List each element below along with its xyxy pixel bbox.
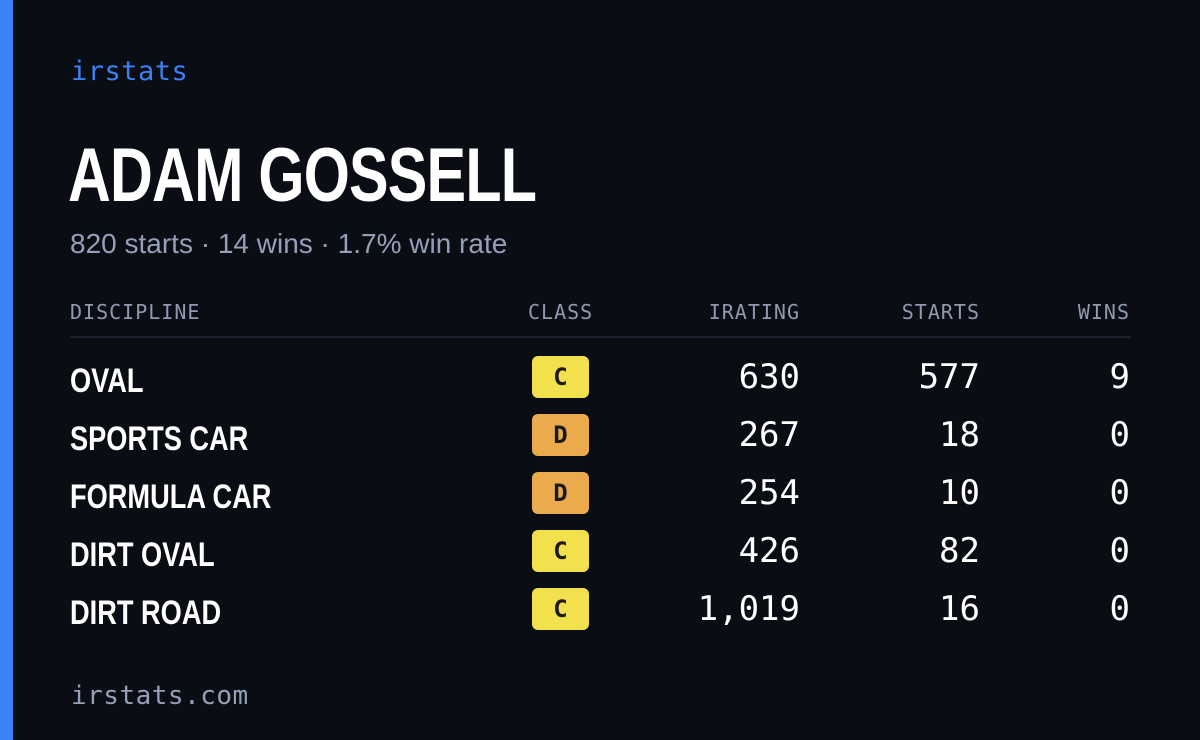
starts-value: 82 — [939, 531, 980, 571]
header-class: CLASS — [528, 300, 594, 324]
discipline-name: SPORTS CAR — [70, 420, 249, 458]
stats-table: DISCIPLINE CLASS IRATING STARTS WINS OVA… — [70, 298, 1131, 642]
wins-value: 0 — [1109, 531, 1130, 571]
starts-value: 10 — [939, 473, 980, 513]
class-badge: D — [532, 472, 589, 514]
table-row: DIRT OVAL C 426 82 0 — [70, 526, 1131, 584]
wins-value: 9 — [1109, 357, 1130, 397]
driver-name: ADAM GOSSELL — [68, 133, 537, 218]
discipline-name: DIRT OVAL — [70, 536, 215, 574]
starts-value: 577 — [918, 357, 980, 397]
table-row: DIRT ROAD C 1,019 16 0 — [70, 584, 1131, 642]
header-irating: IRATING — [708, 300, 800, 324]
starts-value: 16 — [939, 589, 980, 629]
wins-value: 0 — [1109, 415, 1130, 455]
driver-summary: 820 starts · 14 wins · 1.7% win rate — [70, 228, 508, 259]
discipline-name: OVAL — [70, 362, 144, 400]
irating-value: 267 — [738, 415, 800, 455]
irating-value: 254 — [738, 473, 800, 513]
discipline-name: FORMULA CAR — [70, 478, 272, 516]
class-badge: D — [532, 414, 589, 456]
header-discipline: DISCIPLINE — [70, 300, 201, 324]
footer-url: irstats.com — [71, 681, 249, 711]
wins-value: 0 — [1109, 589, 1130, 629]
table-row: SPORTS CAR D 267 18 0 — [70, 410, 1131, 468]
table-header: DISCIPLINE CLASS IRATING STARTS WINS — [70, 298, 1131, 338]
table-row: OVAL C 630 577 9 — [70, 352, 1131, 410]
header-wins: WINS — [1077, 300, 1130, 324]
table-body: OVAL C 630 577 9 SPORTS CAR D 267 18 0 F… — [70, 352, 1131, 642]
starts-value: 18 — [939, 415, 980, 455]
brand-logo-text: irstats — [71, 56, 189, 87]
irating-value: 630 — [738, 357, 800, 397]
class-badge: C — [532, 356, 589, 398]
header-starts: STARTS — [901, 300, 980, 324]
discipline-name: DIRT ROAD — [70, 594, 222, 632]
irating-value: 426 — [738, 531, 800, 571]
class-badge: C — [532, 588, 589, 630]
table-row: FORMULA CAR D 254 10 0 — [70, 468, 1131, 526]
irating-value: 1,019 — [697, 589, 800, 629]
wins-value: 0 — [1109, 473, 1130, 513]
class-badge: C — [532, 530, 589, 572]
accent-bar — [0, 0, 13, 740]
